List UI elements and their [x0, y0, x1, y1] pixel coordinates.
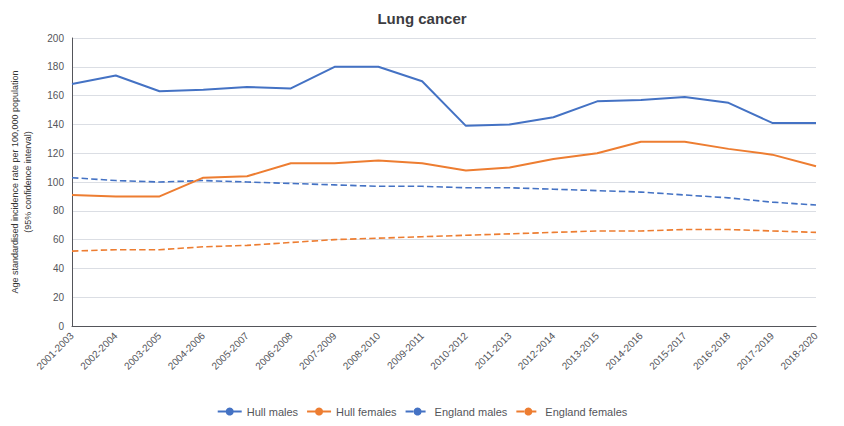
svg-text:80: 80	[53, 205, 65, 216]
svg-text:2002-2004: 2002-2004	[78, 330, 120, 372]
svg-text:140: 140	[47, 119, 64, 130]
svg-text:Lung cancer: Lung cancer	[377, 10, 466, 27]
svg-text:2016-2018: 2016-2018	[691, 330, 733, 372]
svg-text:2018-2020: 2018-2020	[778, 330, 820, 372]
svg-text:England males: England males	[435, 406, 508, 418]
svg-text:40: 40	[53, 263, 65, 274]
svg-text:(95% confidence interval): (95% confidence interval)	[23, 131, 33, 233]
svg-text:180: 180	[47, 61, 64, 72]
svg-text:100: 100	[47, 177, 64, 188]
svg-text:2008-2010: 2008-2010	[341, 330, 383, 372]
svg-text:2014-2016: 2014-2016	[603, 330, 645, 372]
svg-text:0: 0	[58, 321, 64, 332]
svg-text:2004-2006: 2004-2006	[166, 330, 208, 372]
svg-text:160: 160	[47, 90, 64, 101]
svg-text:200: 200	[47, 33, 64, 44]
svg-text:Age standardised incidence rat: Age standardised incidence rate per 100,…	[10, 70, 20, 293]
svg-text:2010-2012: 2010-2012	[428, 330, 470, 372]
svg-text:2017-2019: 2017-2019	[735, 330, 777, 372]
svg-text:60: 60	[53, 234, 65, 245]
svg-text:England females: England females	[545, 406, 627, 418]
svg-text:Hull females: Hull females	[336, 406, 397, 418]
svg-text:2006-2008: 2006-2008	[253, 330, 295, 372]
svg-text:20: 20	[53, 292, 65, 303]
svg-text:2001-2003: 2001-2003	[34, 330, 76, 372]
svg-text:120: 120	[47, 148, 64, 159]
svg-text:2003-2005: 2003-2005	[122, 330, 164, 372]
svg-text:2013-2015: 2013-2015	[560, 330, 602, 372]
svg-text:Hull males: Hull males	[247, 406, 299, 418]
svg-text:2015-2017: 2015-2017	[647, 330, 689, 372]
svg-text:2009-2011: 2009-2011	[385, 330, 426, 371]
svg-text:2007-2009: 2007-2009	[297, 330, 339, 372]
svg-text:2012-2014: 2012-2014	[516, 330, 558, 372]
svg-text:2005-2007: 2005-2007	[209, 330, 251, 372]
svg-text:2011-2013: 2011-2013	[473, 330, 514, 371]
